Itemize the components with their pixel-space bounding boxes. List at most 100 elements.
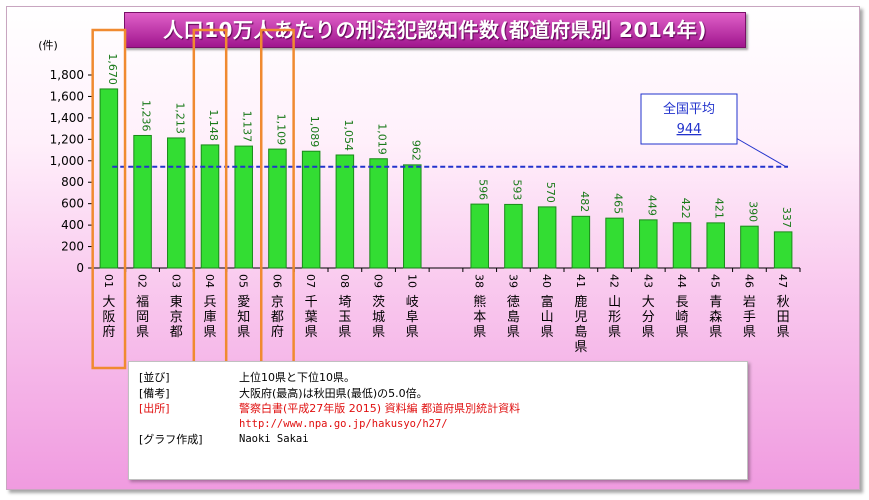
category-number-46: 46 [742,274,755,288]
bar-43 [639,219,658,269]
category-number-47: 47 [776,274,789,288]
category-name-02: 福岡県 [136,295,149,340]
category-name-44: 長崎県 [675,295,688,340]
note-row: [備考] 大阪府(最高)は秋田県(最低)の5.0倍。 [129,386,747,402]
value-label-38: 596 [477,179,490,200]
category-name-06: 京都府 [271,295,284,340]
bar-46 [740,225,759,269]
bars: 1,670 1,236 1,213 1,148 1,137 1,109 1,089 1,054… [99,53,793,269]
bar-05 [234,145,253,269]
value-label-03: 1,213 [173,102,186,134]
bar-01 [99,88,119,269]
category-number-45: 45 [709,274,722,288]
value-label-42: 465 [612,193,625,214]
bar-07 [301,150,321,269]
category-name-04: 兵庫県 [203,295,216,340]
category-name-40: 富山県 [541,294,554,340]
note-text: 大阪府(最高)は秋田県(最低)の5.0倍。 [239,386,428,400]
bar-41 [571,215,591,269]
category-name-05: 愛知県 [237,295,250,340]
category-number-06: 06 [270,274,283,288]
value-label-09: 1,019 [376,123,389,155]
bar-40 [537,206,557,269]
notes-box: [並び] 上位10県と下位10県。 [備考] 大阪府(最高)は秋田県(最低)の5.0倍… [128,361,748,480]
value-label-41: 482 [578,191,591,212]
y-tick-label: 1,800 [50,68,84,82]
value-label-01: 1,670 [106,53,119,85]
note-text: http://www.npa.go.jp/hakusyo/h27/ [239,417,448,430]
value-label-07: 1,089 [308,116,321,148]
category-number-10: 10 [405,274,418,288]
y-tick-label: 1,000 [50,154,84,168]
y-tick-label: 0 [76,261,84,275]
note-label: [備考] [139,386,170,400]
bar-42 [605,217,624,269]
bar-39 [504,203,523,269]
note-row: http://www.npa.go.jp/hakusyo/h27/ [129,417,747,433]
y-axis-label: (件) [38,39,58,52]
average-value: 944 [677,122,702,137]
category-name-47: 秋田県 [777,295,790,340]
y-tick-label: 200 [61,240,84,254]
category-name-03: 東京都 [170,294,183,340]
value-label-44: 422 [679,198,692,219]
value-label-45: 421 [713,198,726,219]
value-label-02: 1,236 [140,100,153,132]
category-name-10: 岐阜県 [406,295,419,340]
category-name-09: 茨城県 [372,295,385,340]
bar-10 [403,164,422,269]
category-name-42: 山形県 [608,295,621,340]
note-label: [出所] [139,402,170,415]
category-number-08: 08 [338,274,351,288]
category-number-09: 09 [372,274,385,288]
category-name-41: 鹿児島県 [574,294,587,355]
category-name-45: 青森県 [709,295,722,340]
note-label: [並び] [139,371,170,384]
bar-44 [672,222,692,269]
category-name-46: 岩手県 [743,295,756,340]
category-number-41: 41 [574,274,587,288]
bar-45 [706,222,725,269]
value-label-10: 962 [409,140,422,161]
category-number-39: 39 [506,274,519,288]
value-label-40: 570 [544,182,557,203]
note-row: [グラフ作成] Naoki Sakai [129,432,747,448]
y-tick-label: 400 [61,218,84,232]
y-tick-label: 800 [61,175,84,189]
value-label-05: 1,137 [241,111,254,143]
note-text: Naoki Sakai [239,433,309,445]
chart-title: 人口10万人あたりの刑法犯認知件数(都道府県別 2014年) [124,12,746,48]
bar-47 [773,231,793,269]
average-callout-box [640,93,738,145]
average-line-group: 全国平均 944 [112,93,788,168]
category-number-04: 04 [203,274,216,288]
category-number-01: 01 [102,274,115,288]
category-name-39: 徳島県 [507,295,520,340]
category-number-40: 40 [540,274,553,288]
bar-09 [369,158,388,269]
category-number-42: 42 [608,274,621,288]
value-label-04: 1,148 [207,109,220,141]
category-name-43: 大分県 [642,295,655,340]
category-name-08: 埼玉県 [338,295,351,340]
bar-38 [470,203,489,269]
note-text: 警察白書(平成27年版 2015) 資料編 都道府県別統計資料 [239,402,521,415]
y-tick-label: 1,600 [50,89,84,103]
highlight-box-01 [91,28,127,370]
note-text: 上位10県と下位10県。 [239,371,355,384]
bar-02 [133,134,152,269]
bar-06 [268,148,287,269]
value-label-39: 593 [510,179,523,200]
category-number-43: 43 [641,274,654,288]
bar-04 [200,144,220,269]
category-name-01: 大阪府 [102,295,115,340]
category-number-44: 44 [675,274,688,288]
category-number-38: 38 [473,274,486,288]
y-tick-label: 1,200 [50,132,84,146]
value-label-06: 1,109 [274,114,287,146]
average-callout-pointer [735,137,787,168]
value-label-43: 449 [645,195,658,216]
category-number-07: 07 [304,274,317,288]
category-name-07: 千葉県 [305,295,318,340]
